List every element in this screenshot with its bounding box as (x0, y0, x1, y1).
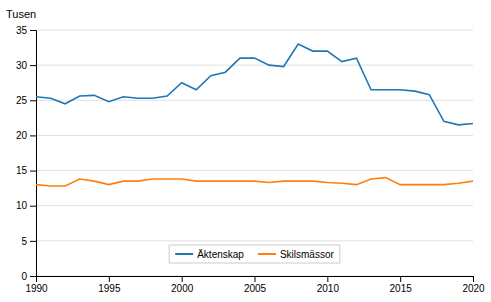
tick: 2015 (390, 276, 413, 294)
tick-mark (30, 171, 36, 172)
axis-line (37, 277, 474, 283)
tick-label: 5 (21, 236, 27, 247)
tick-mark (30, 100, 36, 101)
tick: 2010 (317, 276, 340, 294)
tick-label: 2015 (390, 283, 413, 294)
legend-swatch (258, 253, 276, 255)
legend-item: Äktenskap (175, 249, 244, 260)
tick-mark (400, 276, 401, 282)
tick-mark (473, 276, 474, 282)
legend-label: Skilsmässor (280, 249, 335, 260)
tick-mark (30, 206, 36, 207)
series-line (36, 44, 473, 125)
legend: Äktenskap Skilsmässor (169, 245, 340, 263)
tick-label: 1995 (98, 283, 121, 294)
legend-swatch (175, 253, 193, 255)
tick-label: 2010 (317, 283, 340, 294)
tick-mark (30, 30, 36, 31)
tick-label: 2020 (462, 283, 485, 294)
tick: 0 (21, 271, 36, 282)
tick-mark (255, 276, 256, 282)
tick: 25 (16, 95, 36, 106)
tick-mark (30, 65, 36, 66)
grid-line (36, 205, 473, 206)
tick: 2020 (462, 276, 485, 294)
axis-line (30, 31, 37, 277)
tick-label: 35 (16, 25, 28, 36)
tick: 15 (16, 165, 36, 176)
tick: 1990 (25, 276, 48, 294)
grid-line (36, 135, 473, 136)
tick: 2005 (244, 276, 267, 294)
tick: 5 (21, 236, 36, 247)
tick: 30 (16, 60, 36, 71)
grid (36, 30, 473, 276)
grid-line (36, 240, 473, 241)
series-line (36, 178, 473, 186)
tick-label: 10 (16, 200, 28, 211)
legend-label: Äktenskap (197, 249, 244, 260)
legend-item: Skilsmässor (258, 249, 335, 260)
tick-label: 15 (16, 165, 28, 176)
y-axis: 0 5 10 15 20 25 30 35 (16, 25, 37, 282)
tick-label: 1990 (25, 283, 48, 294)
tick: 2000 (171, 276, 194, 294)
tick: 20 (16, 130, 36, 141)
tick: 35 (16, 25, 36, 36)
grid-line (36, 65, 473, 66)
tick-mark (182, 276, 183, 282)
grid-line (36, 30, 473, 31)
legend-frame (169, 245, 340, 263)
tick-label: 2000 (171, 283, 194, 294)
tick-label: 20 (16, 130, 28, 141)
x-axis: 1990 1995 2000 2005 2010 2015 2020 (25, 276, 485, 294)
tick-mark (327, 276, 328, 282)
tick-label: 2005 (244, 283, 267, 294)
y-label: Tusen (6, 8, 36, 20)
tick-label: 0 (21, 271, 27, 282)
tick-label: 30 (16, 60, 28, 71)
chart: 1990 1995 2000 2005 2010 2015 2020 0 5 10 15 20 25 30… (0, 0, 491, 302)
grid-line (36, 170, 473, 171)
tick: 1995 (98, 276, 121, 294)
grid-line (36, 100, 473, 101)
tick-mark (30, 135, 36, 136)
tick-mark (109, 276, 110, 282)
tick-mark (30, 241, 36, 242)
plot: 1990 1995 2000 2005 2010 2015 2020 0 5 10 15 20 25 30… (16, 25, 485, 294)
tick-mark (30, 276, 36, 277)
series-group (36, 44, 473, 186)
tick-label: 25 (16, 95, 28, 106)
tick: 10 (16, 200, 36, 211)
